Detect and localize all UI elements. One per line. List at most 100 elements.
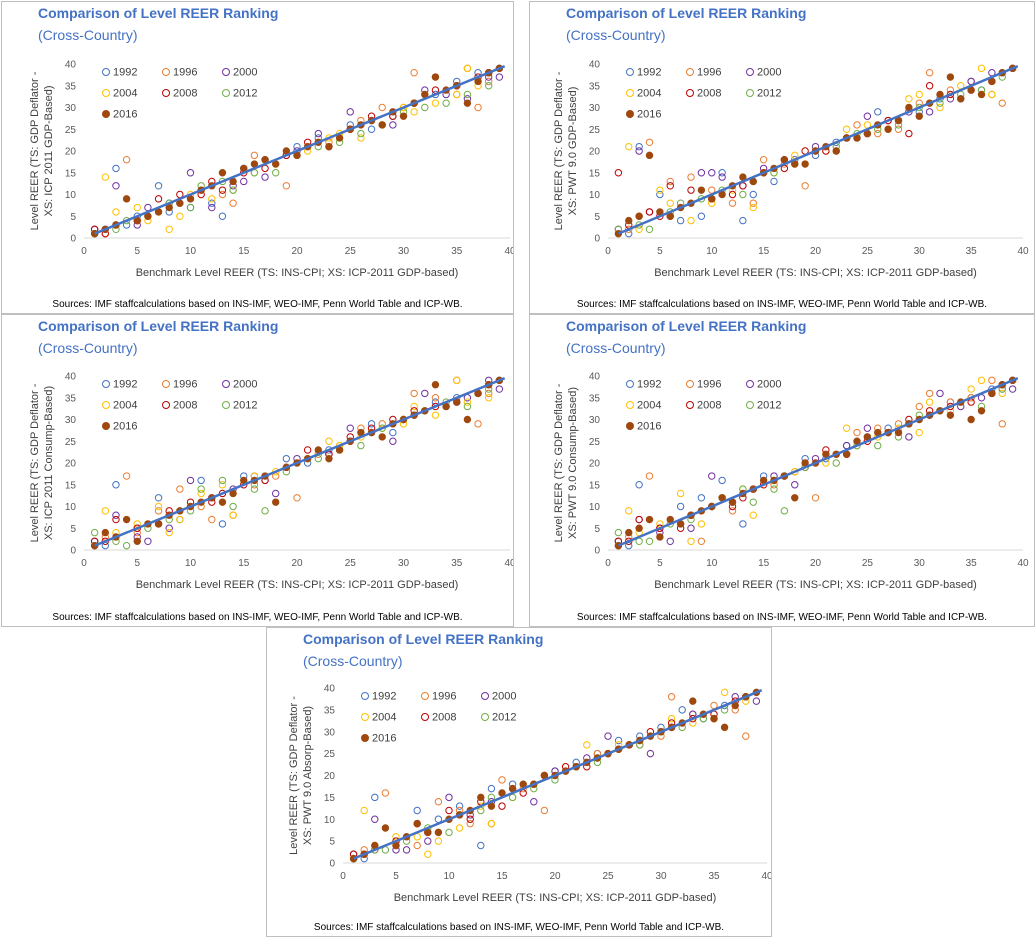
data-point	[718, 476, 726, 485]
y-axis-title: XS: PWT 9.0 GDP-Based)	[567, 87, 579, 216]
y-tick-label: 20	[589, 147, 601, 158]
series-2008	[349, 693, 750, 858]
data-point	[424, 850, 432, 858]
data-point	[728, 190, 737, 199]
data-point	[697, 212, 706, 220]
series-2004	[101, 376, 493, 537]
y-axis-title: XS: PWT 9.0 Consump-Based)	[567, 387, 579, 539]
data-point	[389, 428, 397, 437]
x-tick-label: 35	[451, 246, 463, 257]
data-point	[410, 69, 418, 77]
legend-label: 1992	[637, 379, 661, 391]
data-point	[410, 389, 418, 398]
data-point	[218, 520, 227, 528]
scatter-plot: 0 5 10 15 20 25 30 35 40 0 5 10 15 20 25 30 35 40 Benchmar…	[29, 60, 513, 280]
data-point	[645, 537, 654, 546]
data-point	[645, 472, 654, 480]
y-tick-label: 20	[65, 147, 77, 158]
legend-label: 2008	[697, 88, 721, 100]
data-point	[282, 182, 291, 190]
series-1996	[101, 376, 493, 541]
data-point	[413, 841, 421, 850]
x-tick-label: 20	[291, 558, 303, 569]
y-tick-label: 20	[589, 459, 601, 470]
legend-label: 2012	[757, 400, 781, 412]
legend-marker	[626, 68, 634, 76]
data-point	[905, 433, 913, 441]
legend-marker	[102, 380, 110, 388]
legend-marker	[222, 380, 230, 388]
legend-marker	[361, 734, 369, 742]
x-tick-label: 30	[914, 246, 926, 257]
data-point	[463, 398, 472, 406]
data-point	[967, 385, 975, 393]
data-point	[687, 216, 695, 225]
legend: 1992 1996 2000 2004 2008 2012 2016	[626, 379, 781, 433]
y-tick-label: 10	[589, 502, 601, 513]
data-point	[293, 494, 301, 502]
legend-label: 1992	[113, 379, 137, 391]
x-tick-label: 25	[862, 246, 874, 257]
data-point	[718, 169, 726, 177]
data-point	[957, 95, 965, 103]
x-axis-title: Benchmark Level REER (TS: INS-CPI; XS: I…	[136, 267, 459, 279]
y-tick-label: 5	[594, 212, 600, 223]
data-point	[122, 515, 131, 524]
y-tick-label: 20	[65, 459, 77, 470]
data-point	[645, 515, 654, 524]
x-tick-label: 40	[1017, 558, 1029, 569]
data-point	[742, 732, 750, 740]
y-tick-label: 35	[324, 705, 336, 716]
x-tick-label: 0	[81, 558, 87, 569]
data-point	[708, 472, 716, 480]
data-point	[853, 121, 861, 129]
data-point	[697, 537, 706, 546]
data-point	[645, 151, 654, 160]
data-point	[998, 389, 1006, 398]
x-tick-label: 10	[185, 246, 197, 257]
x-tick-label: 40	[504, 558, 513, 569]
data-point	[357, 129, 365, 138]
x-tick-label: 35	[451, 558, 463, 569]
data-point	[604, 732, 612, 740]
y-tick-label: 15	[589, 480, 601, 491]
legend-label: 1996	[173, 379, 197, 391]
data-point	[842, 424, 851, 432]
fit-line	[94, 377, 506, 547]
legend-marker	[626, 401, 634, 409]
data-point	[381, 789, 390, 797]
data-point	[314, 129, 322, 138]
data-point	[176, 485, 184, 493]
data-point	[197, 489, 205, 498]
data-point	[240, 177, 248, 186]
data-point	[495, 385, 504, 393]
data-point	[144, 537, 152, 546]
legend-marker	[222, 68, 230, 76]
legend-marker	[686, 380, 694, 388]
data-point	[90, 528, 99, 537]
data-point	[122, 156, 131, 164]
data-point	[229, 186, 237, 194]
data-point	[122, 195, 131, 203]
data-point	[378, 103, 386, 112]
y-tick-label: 30	[589, 103, 601, 114]
data-point	[101, 528, 110, 537]
x-tick-label: 25	[345, 558, 357, 569]
legend-label: 1996	[432, 691, 456, 703]
data-point	[646, 749, 655, 758]
chart-title: Comparison of Level REER Ranking	[303, 631, 544, 647]
data-point	[863, 112, 872, 120]
x-tick-label: 0	[605, 558, 611, 569]
data-point	[485, 82, 493, 90]
chart-subtitle: (Cross-Country)	[566, 340, 666, 356]
data-point	[122, 472, 131, 480]
data-point	[635, 515, 643, 524]
data-point	[874, 441, 882, 450]
data-point	[122, 541, 131, 550]
data-point	[431, 394, 440, 402]
data-point	[749, 203, 757, 212]
x-tick-label: 20	[549, 871, 561, 882]
data-point	[176, 515, 184, 524]
legend-marker	[626, 89, 634, 97]
x-tick-label: 5	[657, 246, 663, 257]
